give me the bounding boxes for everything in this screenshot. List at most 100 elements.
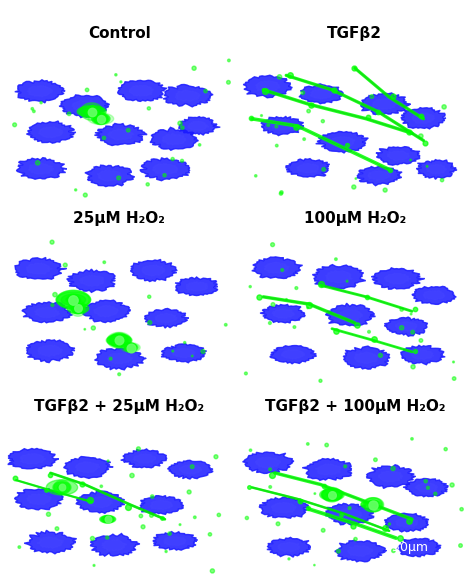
Point xyxy=(16,543,23,552)
Polygon shape xyxy=(270,346,317,364)
Point xyxy=(450,374,458,383)
Point xyxy=(104,515,111,524)
Point xyxy=(72,185,80,195)
Point xyxy=(48,237,56,247)
Point xyxy=(43,486,50,495)
Point xyxy=(83,85,91,94)
Point xyxy=(104,456,112,466)
Polygon shape xyxy=(162,134,186,145)
Point xyxy=(189,352,196,361)
Polygon shape xyxy=(121,343,140,352)
Polygon shape xyxy=(67,304,89,314)
Point xyxy=(418,111,425,121)
Polygon shape xyxy=(54,482,70,493)
Polygon shape xyxy=(46,480,78,495)
Polygon shape xyxy=(24,530,77,554)
Polygon shape xyxy=(81,103,103,120)
Polygon shape xyxy=(364,498,383,512)
Point xyxy=(304,503,311,513)
Polygon shape xyxy=(412,287,456,304)
Polygon shape xyxy=(161,344,207,363)
Polygon shape xyxy=(175,277,218,295)
Point xyxy=(389,464,397,473)
Point xyxy=(407,155,414,165)
Polygon shape xyxy=(28,163,54,174)
Polygon shape xyxy=(66,296,81,304)
Point xyxy=(273,141,281,150)
Polygon shape xyxy=(79,106,104,117)
Polygon shape xyxy=(80,275,104,287)
Point xyxy=(389,91,396,101)
Polygon shape xyxy=(133,454,156,463)
Polygon shape xyxy=(38,127,63,138)
Point xyxy=(252,171,260,180)
Point xyxy=(333,326,340,336)
Point xyxy=(398,323,405,332)
Point xyxy=(212,452,220,461)
Polygon shape xyxy=(59,95,109,118)
Polygon shape xyxy=(408,543,430,552)
Polygon shape xyxy=(396,518,418,527)
Polygon shape xyxy=(343,346,390,369)
Point xyxy=(139,522,147,532)
Point xyxy=(202,86,210,96)
Polygon shape xyxy=(92,113,110,125)
Polygon shape xyxy=(368,500,378,509)
Point xyxy=(317,376,324,386)
Polygon shape xyxy=(108,129,134,140)
Polygon shape xyxy=(255,81,280,92)
Polygon shape xyxy=(72,100,97,111)
Point xyxy=(89,101,97,111)
Polygon shape xyxy=(85,165,135,186)
Point xyxy=(179,123,186,132)
Polygon shape xyxy=(243,452,294,473)
Point xyxy=(115,370,123,379)
Polygon shape xyxy=(261,117,304,135)
Point xyxy=(245,483,253,492)
Point xyxy=(146,292,153,301)
Polygon shape xyxy=(106,335,132,345)
Polygon shape xyxy=(17,158,67,179)
Point xyxy=(196,140,203,149)
Polygon shape xyxy=(281,350,305,359)
Polygon shape xyxy=(412,113,435,124)
Polygon shape xyxy=(138,496,183,515)
Point xyxy=(458,505,465,514)
Point xyxy=(125,125,132,135)
Polygon shape xyxy=(271,502,296,513)
Polygon shape xyxy=(347,546,373,556)
Polygon shape xyxy=(103,517,112,522)
Point xyxy=(11,120,18,130)
Polygon shape xyxy=(54,480,70,495)
Polygon shape xyxy=(323,490,341,499)
Point xyxy=(258,111,265,120)
Point xyxy=(169,154,176,163)
Point xyxy=(112,70,119,80)
Polygon shape xyxy=(243,75,292,98)
Polygon shape xyxy=(403,479,448,497)
Point xyxy=(350,182,357,192)
Point xyxy=(185,488,193,497)
Polygon shape xyxy=(107,332,131,348)
Polygon shape xyxy=(368,171,391,180)
Polygon shape xyxy=(94,113,108,124)
Polygon shape xyxy=(67,297,80,303)
Polygon shape xyxy=(397,539,441,557)
Point xyxy=(365,327,373,336)
Point xyxy=(261,87,269,96)
Point xyxy=(128,471,136,480)
Polygon shape xyxy=(371,268,425,289)
Point xyxy=(117,77,125,87)
Point xyxy=(162,547,170,556)
Polygon shape xyxy=(92,114,110,124)
Point xyxy=(304,440,311,449)
Polygon shape xyxy=(153,532,198,550)
Point xyxy=(343,277,351,286)
Point xyxy=(269,240,276,250)
Polygon shape xyxy=(57,292,90,308)
Point xyxy=(86,495,94,505)
Polygon shape xyxy=(67,304,89,314)
Polygon shape xyxy=(255,457,281,468)
Polygon shape xyxy=(114,338,125,343)
Point xyxy=(255,292,263,302)
